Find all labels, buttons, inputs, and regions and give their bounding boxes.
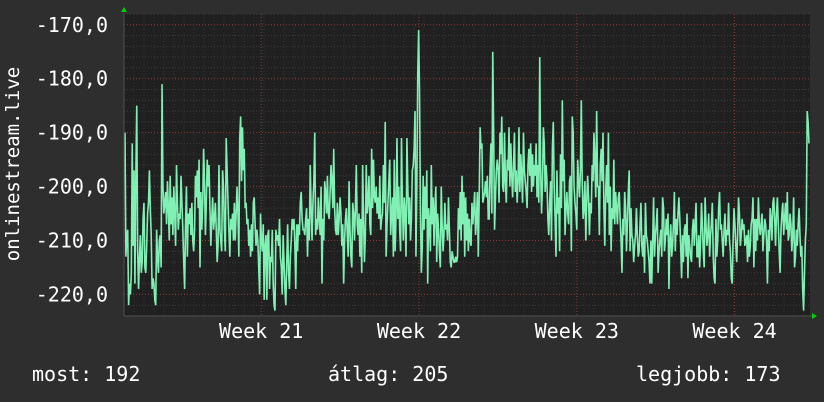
y-tick-label: -170,0 (36, 13, 108, 37)
major-grid (124, 14, 810, 316)
x-tick-label: Week 23 (535, 319, 619, 343)
series-line (124, 30, 810, 311)
y-axis-arrow (121, 7, 127, 12)
axes (121, 7, 817, 319)
y-tick-label: -180,0 (36, 67, 108, 91)
y-axis-label: onlinestream.live (2, 67, 24, 261)
series-layer (124, 30, 810, 311)
x-tick-label: Week 21 (219, 319, 303, 343)
chart: -170,0 -180,0 -190,0 -200,0 -210,0 -220,0 Wee… (2, 7, 817, 343)
x-axis-arrow (812, 313, 817, 319)
y-tick-label: -190,0 (36, 121, 108, 145)
y-tick-labels: -170,0 -180,0 -190,0 -200,0 -210,0 -220,0 (36, 13, 108, 307)
y-tick-label: -200,0 (36, 175, 108, 199)
y-tick-label: -220,0 (36, 282, 108, 306)
x-tick-labels: Week 21 Week 22 Week 23 Week 24 (219, 319, 777, 343)
x-tick-label: Week 24 (692, 319, 776, 343)
y-tick-label: -210,0 (36, 229, 108, 253)
footer-best-value: legjobb: 173 (636, 362, 781, 386)
x-tick-label: Week 22 (377, 319, 461, 343)
footer-current-value: most: 192 (32, 362, 141, 386)
footer-average-value: átlag: 205 (328, 362, 449, 386)
